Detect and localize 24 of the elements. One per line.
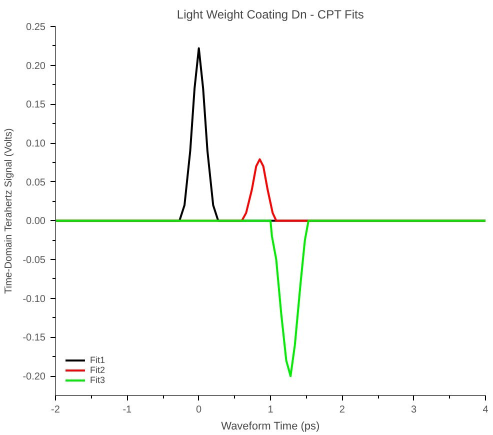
x-tick-label: 3	[411, 404, 418, 416]
y-tick-label: 0.25	[26, 22, 46, 33]
line-series	[56, 220, 486, 378]
y-tick-label: -0.15	[22, 332, 46, 344]
legend-label: Fit3	[90, 375, 106, 385]
legend-label: Fit2	[90, 365, 106, 375]
y-tick-label: -0.20	[22, 372, 46, 383]
x-tick-label: 1	[268, 404, 274, 416]
y-tick-label: -0.05	[22, 255, 46, 266]
x-tick-label: 2	[339, 404, 346, 416]
chart-title: Light Weight Coating Dn - CPT Fits	[176, 8, 364, 22]
x-tick-label: -1	[122, 404, 132, 416]
x-tick-label: 4	[482, 404, 489, 416]
y-tick-label: -0.10	[22, 294, 46, 305]
y-axis-title: Time-Domain Terahertz Signal (Volts)	[4, 128, 15, 294]
legend-label: Fit1	[90, 355, 106, 365]
x-axis-title: Waveform Time (ps)	[221, 420, 320, 432]
x-tick-label: -2	[51, 404, 60, 416]
y-tick-label: 0.05	[26, 177, 46, 188]
y-tick-label: 0.20	[26, 60, 46, 72]
y-tick-label: 0.15	[26, 100, 46, 111]
y-tick-label: 0.00	[26, 216, 46, 228]
y-tick-label: 0.10	[26, 138, 46, 150]
x-tick-label: 0	[196, 404, 202, 416]
